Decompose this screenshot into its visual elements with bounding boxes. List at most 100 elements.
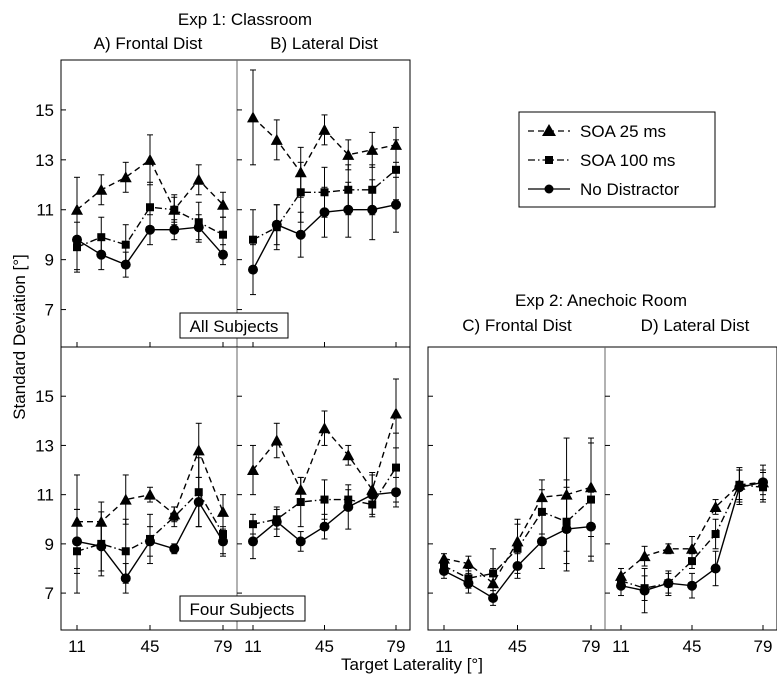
y-tick-label: 15: [35, 387, 54, 406]
x-tick-label: 11: [435, 637, 453, 656]
y-tick-label: 7: [45, 584, 54, 603]
data-point-soa-100-ms: [392, 463, 400, 472]
data-point-no-distractor: [343, 204, 354, 215]
data-point-no-distractor: [145, 536, 155, 547]
y-axis-label: Standard Deviation [°]: [10, 254, 29, 420]
data-point-soa-100-ms: [392, 165, 400, 174]
x-tick-label: 45: [315, 637, 334, 656]
data-point-no-distractor: [439, 565, 449, 576]
exp1-title: Exp 1: Classroom: [178, 10, 312, 29]
row-label-four: Four Subjects: [190, 600, 295, 619]
data-point-no-distractor: [96, 541, 107, 552]
x-tick-label: 45: [508, 637, 527, 656]
series-line-soa-25-ms: [77, 448, 224, 523]
row-label-all: All Subjects: [190, 317, 279, 336]
data-point-no-distractor: [271, 219, 282, 230]
data-point-soa-25-ms: [270, 133, 283, 145]
row-label-box-four: [179, 595, 306, 622]
legend-circle-icon: [544, 184, 554, 194]
panel-6: 11 45 79: [605, 395, 772, 656]
data-point-no-distractor: [561, 524, 572, 535]
data-point-no-distractor: [536, 536, 547, 547]
data-point-soa-100-ms: [170, 205, 179, 214]
data-point-soa-25-ms: [318, 422, 331, 434]
data-point-soa-100-ms: [296, 188, 305, 197]
x-axis-label: Target Laterality [°]: [341, 655, 483, 674]
data-point-no-distractor: [586, 521, 596, 532]
row-label-box-all: [179, 312, 289, 339]
data-point-soa-100-ms: [146, 203, 154, 212]
data-point-no-distractor: [343, 501, 354, 512]
data-point-soa-100-ms: [688, 557, 696, 566]
bottom-right-frame: [427, 346, 777, 631]
data-point-soa-100-ms: [170, 512, 179, 521]
y-tick-label: 13: [35, 436, 54, 455]
data-point-no-distractor: [145, 224, 155, 235]
y-tick-label: 11: [36, 486, 54, 505]
panel-title-d: D) Lateral Dist: [641, 316, 750, 335]
data-point-soa-100-ms: [249, 235, 257, 244]
x-tick-label: 11: [244, 637, 262, 656]
data-point-no-distractor: [193, 497, 204, 508]
data-point-soa-25-ms: [144, 488, 156, 500]
panel-2: [237, 69, 402, 347]
data-point-no-distractor: [463, 578, 474, 589]
data-point-no-distractor: [663, 578, 674, 589]
data-point-no-distractor: [391, 487, 401, 498]
x-tick-label: 79: [214, 637, 233, 656]
x-tick-label: 11: [68, 637, 86, 656]
data-point-soa-100-ms: [121, 240, 130, 249]
data-point-no-distractor: [120, 259, 131, 270]
y-tick-label: 13: [35, 151, 54, 170]
data-point-no-distractor: [687, 580, 697, 591]
panel-1: 7 9 11 13 15: [35, 101, 229, 347]
y-tick-label: 11: [36, 201, 54, 220]
panel-title-b: B) Lateral Dist: [270, 34, 378, 53]
data-point-no-distractor: [72, 234, 82, 245]
y-tick-label: 9: [45, 535, 54, 554]
data-point-no-distractor: [391, 199, 401, 210]
y-tick-label: 9: [45, 251, 54, 270]
data-point-no-distractor: [488, 593, 499, 604]
data-point-no-distractor: [710, 563, 721, 574]
data-point-soa-100-ms: [121, 547, 130, 556]
legend-label-nodist: No Distractor: [580, 180, 680, 199]
data-point-no-distractor: [616, 580, 626, 591]
data-point-soa-25-ms: [192, 173, 205, 185]
data-point-soa-25-ms: [270, 434, 283, 446]
data-point-no-distractor: [271, 516, 282, 527]
exp2-title: Exp 2: Anechoic Room: [515, 291, 687, 310]
data-point-no-distractor: [758, 477, 768, 488]
data-point-soa-25-ms: [144, 153, 156, 165]
legend-triangle-icon: [542, 124, 556, 136]
data-point-soa-100-ms: [320, 495, 329, 504]
data-point-no-distractor: [295, 229, 306, 240]
data-point-soa-25-ms: [462, 557, 475, 569]
data-point-soa-25-ms: [95, 183, 108, 195]
data-point-no-distractor: [218, 536, 228, 547]
data-point-no-distractor: [367, 204, 378, 215]
data-point-no-distractor: [734, 482, 745, 493]
data-point-no-distractor: [169, 543, 180, 554]
data-point-soa-100-ms: [711, 530, 720, 539]
top-row-frame: [60, 59, 411, 348]
data-point-soa-100-ms: [296, 498, 305, 507]
data-point-soa-25-ms: [247, 111, 259, 123]
data-point-soa-25-ms: [366, 143, 379, 155]
data-point-soa-100-ms: [537, 507, 546, 516]
data-point-no-distractor: [319, 521, 330, 532]
data-point-soa-25-ms: [390, 407, 402, 419]
data-point-no-distractor: [169, 224, 180, 235]
data-point-soa-25-ms: [638, 550, 651, 562]
data-point-no-distractor: [512, 561, 523, 572]
bottom-left-frame: [60, 346, 411, 631]
data-point-no-distractor: [295, 536, 306, 547]
data-point-soa-25-ms: [119, 493, 132, 505]
panel-title-a: A) Frontal Dist: [94, 34, 203, 53]
data-point-soa-25-ms: [709, 500, 722, 512]
x-tick-label: 45: [683, 637, 702, 656]
legend-square-icon: [545, 156, 553, 164]
